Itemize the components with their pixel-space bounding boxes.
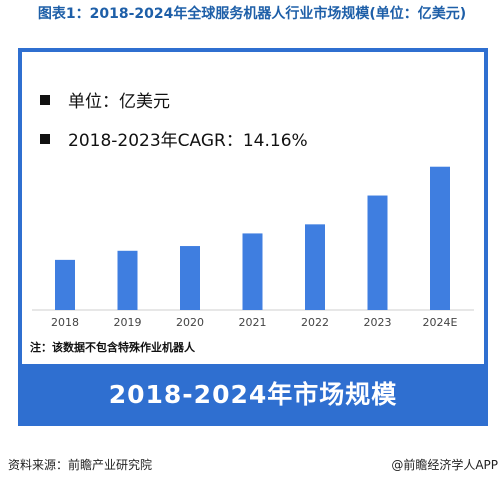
- chart-banner: 2018-2024年市场规模: [18, 364, 488, 426]
- x-tick-label: 2021: [239, 316, 267, 329]
- bar-2019: [117, 250, 138, 310]
- legend-cagr-text: 2018-2023年CAGR：14.16%: [68, 131, 308, 151]
- bar-2024E: [430, 166, 450, 310]
- x-tick-label: 2020: [176, 316, 204, 329]
- x-tick-label: 2024E: [423, 316, 458, 329]
- legend-unit: 单位：亿美元: [40, 92, 170, 112]
- x-tick-label: 2019: [114, 316, 142, 329]
- bar-2018: [55, 259, 75, 310]
- x-tick-label: 2022: [301, 316, 329, 329]
- bar-2022: [305, 224, 325, 310]
- chart-note: 注：该数据不包含特殊作业机器人: [30, 341, 195, 354]
- figure-title: 图表1：2018-2024年全球服务机器人行业市场规模(单位：亿美元): [37, 6, 467, 22]
- brand-text: @前瞻经济学人APP: [391, 458, 498, 472]
- x-tick-label: 2023: [364, 316, 392, 329]
- bar-2023: [367, 195, 388, 310]
- legend-cagr: 2018-2023年CAGR：14.16%: [40, 131, 308, 151]
- bullet-square-icon: [40, 95, 50, 105]
- x-tick-label: 2018: [51, 316, 79, 329]
- bullet-square-icon: [40, 134, 50, 144]
- bar-2021: [242, 233, 263, 310]
- bar-chart: 2018 2019 2020 2021 2022 2023 2024E: [32, 166, 474, 329]
- source-text: 资料来源：前瞻产业研究院: [8, 458, 153, 472]
- legend-unit-text: 单位：亿美元: [68, 92, 170, 112]
- bar-2020: [180, 246, 200, 310]
